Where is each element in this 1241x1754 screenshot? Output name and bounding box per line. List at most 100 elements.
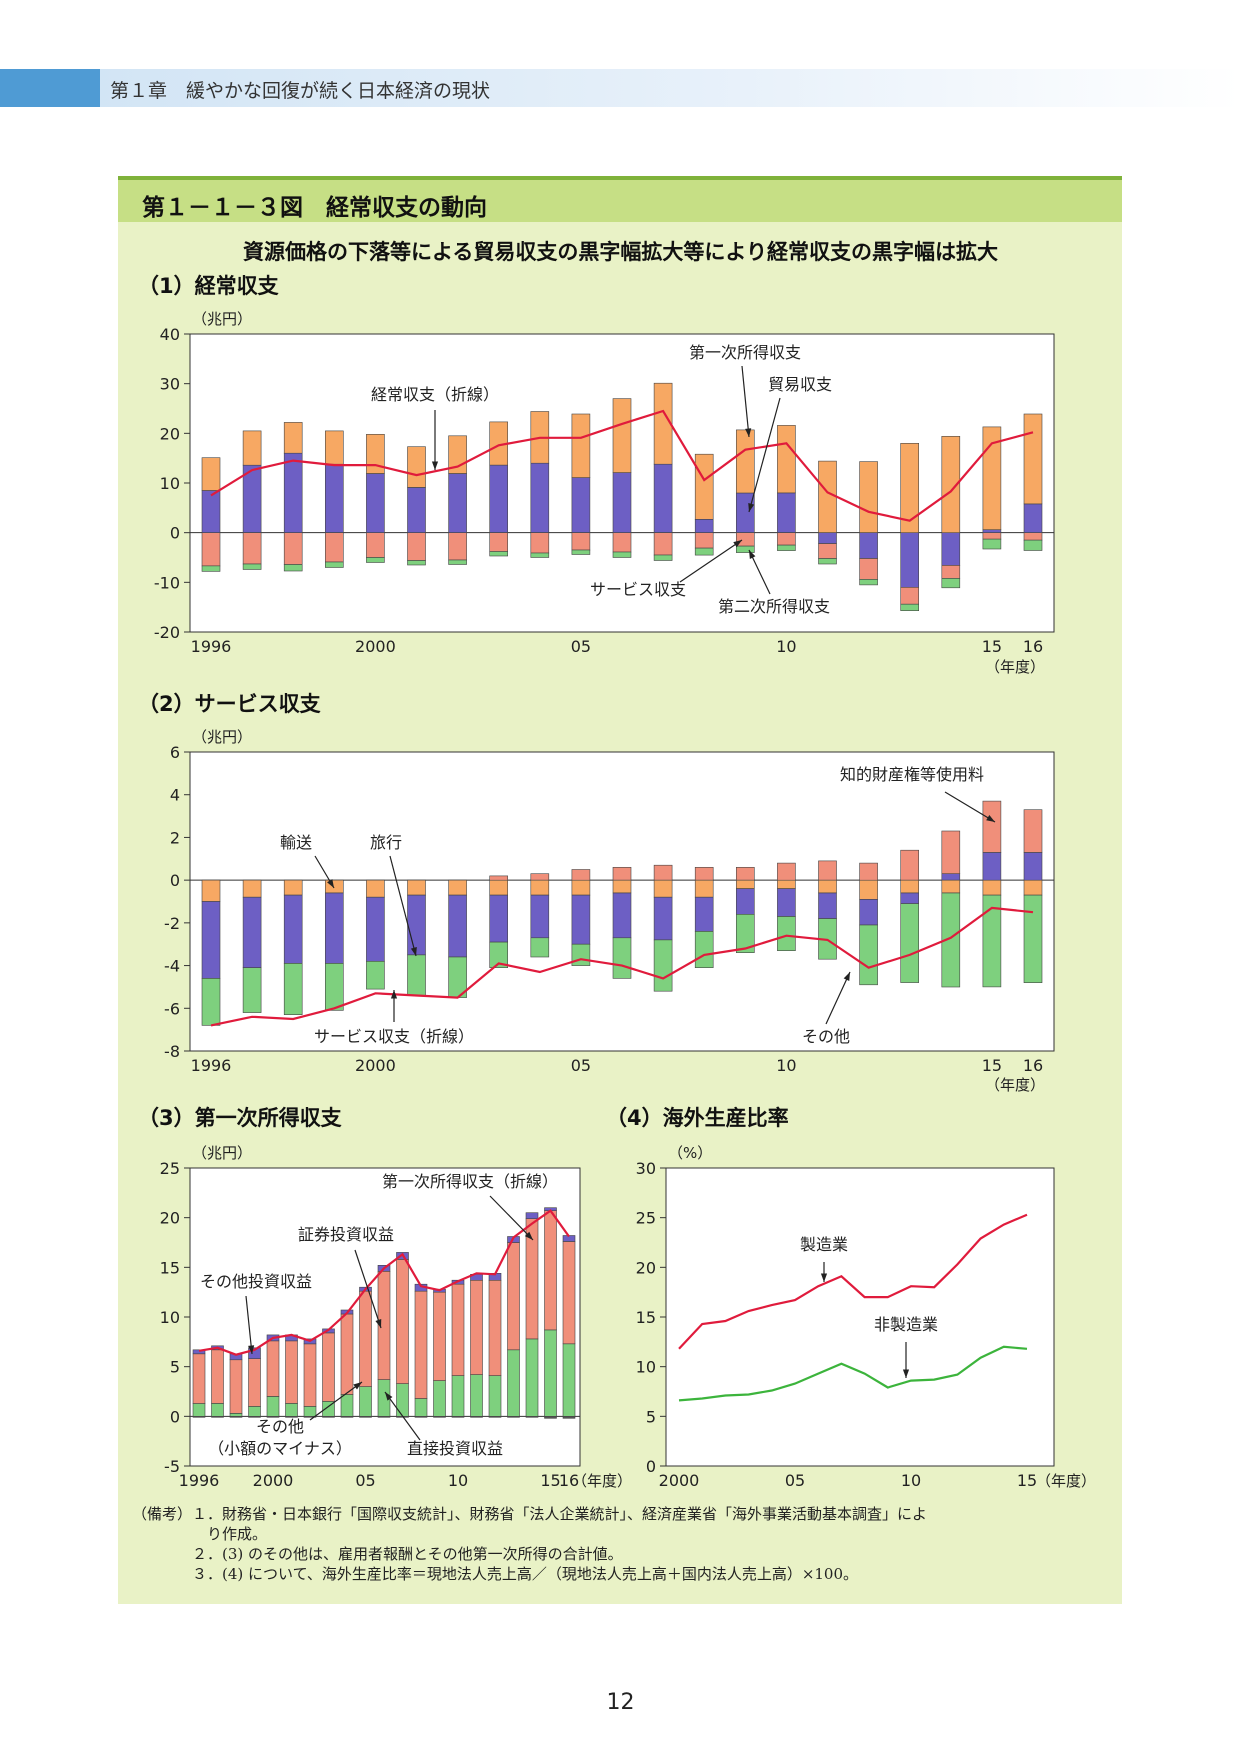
chart1-bar-貿易収支 bbox=[489, 464, 509, 533]
chart1-bar-サービス収支 bbox=[900, 586, 920, 605]
chart3-bar-直接投資収益 bbox=[211, 1403, 224, 1417]
chart2-bar-知的財産権等使用料 bbox=[941, 830, 961, 875]
chart1-bar-サービス収支 bbox=[982, 532, 1002, 540]
chart1-bar-貿易収支 bbox=[448, 473, 467, 534]
chart2-bar-知的財産権等使用料 bbox=[694, 866, 714, 881]
chart1-series-line-経常収支 bbox=[210, 409, 1034, 522]
chart2-bar-輸送 bbox=[859, 879, 878, 900]
chart2-bar-その他 bbox=[982, 894, 1002, 988]
chart1-arrow-current-head bbox=[431, 461, 439, 470]
chart2-bar-旅行 bbox=[818, 892, 837, 919]
chart2-bar-輸送 bbox=[242, 879, 262, 898]
chart2-arrow-other-head bbox=[843, 972, 850, 981]
chart2-y-tick-label: -4 bbox=[164, 957, 180, 976]
chart4-arrow-non-manufacturing-head bbox=[902, 1369, 910, 1378]
chart2-bar-知的財産権等使用料 bbox=[653, 864, 673, 881]
chart1-bar-第二次所得収支 bbox=[818, 558, 837, 565]
chart2-y-tick-label: -6 bbox=[164, 999, 180, 1018]
chart2-bar-知的財産権等使用料 bbox=[612, 866, 632, 881]
chart4-plot-area bbox=[665, 1167, 1055, 1467]
chart3-bar-その他 bbox=[229, 1416, 243, 1418]
chart4-x-unit: （年度） bbox=[1036, 1472, 1096, 1490]
chart1-bar-第一次所得収支 bbox=[653, 382, 673, 465]
chart3-annotation-portfolio: 証券投資収益 bbox=[298, 1225, 394, 1244]
chart2-x-tick-label: 15 bbox=[982, 1056, 1002, 1075]
chart1-annotation-secondary: 第二次所得収支 bbox=[718, 597, 830, 616]
chart2-y-tick-label: -8 bbox=[164, 1042, 180, 1061]
chart2-bar-その他 bbox=[735, 913, 755, 953]
chart3-bar-証券投資収益 bbox=[433, 1291, 446, 1381]
chart3-arrow-direct-line bbox=[384, 1391, 421, 1441]
chart3-arrow-other-line bbox=[309, 1381, 363, 1421]
chart3-y-tick-label: -5 bbox=[164, 1457, 180, 1476]
chart1-y-tick-label: 0 bbox=[170, 524, 180, 543]
chart1-bar-サービス収支 bbox=[366, 532, 385, 558]
figure-header: 第１－１－３図 経常収支の動向 bbox=[118, 176, 1122, 222]
chart1-annotation-services: サービス収支 bbox=[590, 580, 686, 599]
chart4-y-tick-label: 0 bbox=[646, 1457, 656, 1476]
chart3-bar-その他 bbox=[525, 1416, 539, 1418]
chart1-bar-第一次所得収支 bbox=[324, 430, 344, 465]
chart2-y-tick-label: 4 bbox=[170, 786, 180, 805]
chart3-y-tick-label: 10 bbox=[160, 1308, 180, 1327]
chart4-y-tick-label: 30 bbox=[636, 1159, 656, 1178]
chapter-color-block bbox=[0, 69, 100, 107]
chart3-bar-直接投資収益 bbox=[488, 1375, 502, 1417]
chart1-bar-第一次所得収支 bbox=[242, 430, 262, 466]
chart2-bar-輸送 bbox=[818, 879, 837, 894]
chart1-arrow-services-line bbox=[679, 539, 743, 583]
chart1-bar-第二次所得収支 bbox=[283, 564, 303, 572]
chart3-bar-証券投資収益 bbox=[266, 1340, 280, 1397]
chart1-bar-貿易収支 bbox=[859, 532, 878, 559]
chart1-bar-第一次所得収支 bbox=[571, 413, 591, 478]
chart1-bar-サービス収支 bbox=[242, 532, 262, 565]
chart2-x-tick-label: 1996 bbox=[191, 1056, 232, 1075]
chart3-bar-証券投資収益 bbox=[414, 1290, 428, 1399]
chart3-bar-証券投資収益 bbox=[470, 1279, 483, 1375]
chart3-bar-直接投資収益 bbox=[414, 1398, 428, 1417]
chart1-bar-サービス収支 bbox=[324, 532, 344, 563]
chart2-bar-旅行 bbox=[612, 892, 632, 939]
chart3-series-line-第一次所得収支 bbox=[198, 1209, 570, 1356]
chart3-bar-その他 bbox=[544, 1416, 557, 1419]
chart3-annotation-other: その他 bbox=[256, 1417, 304, 1436]
chart4-y-tick-label: 15 bbox=[636, 1308, 656, 1327]
chart2-bar-旅行 bbox=[201, 901, 221, 979]
chart2-x-unit: （年度） bbox=[985, 1076, 1045, 1094]
chart3-arrow-other-invest-head bbox=[248, 1345, 255, 1354]
chart3-bar-その他 bbox=[266, 1416, 280, 1418]
chart3-x-tick-label: 10 bbox=[448, 1471, 468, 1490]
chart2-bar-輸送 bbox=[448, 879, 467, 896]
chart1-bar-サービス収支 bbox=[407, 532, 426, 561]
chart3-arrow-primary-head bbox=[524, 1231, 533, 1240]
chart2-arrow-travel-line bbox=[389, 855, 417, 957]
chart1-bar-貿易収支 bbox=[324, 463, 344, 533]
chart2-bar-輸送 bbox=[283, 879, 303, 896]
chart2-bar-旅行 bbox=[242, 896, 262, 969]
chart1-bar-サービス収支 bbox=[283, 532, 303, 565]
chart2-arrow-ip-head bbox=[986, 815, 995, 822]
chart2-bar-その他 bbox=[571, 943, 591, 966]
chart2-y-tick-label: 6 bbox=[170, 743, 180, 762]
chart3-bar-証券投資収益 bbox=[544, 1210, 557, 1331]
chart3-annotation-direct: 直接投資収益 bbox=[407, 1439, 503, 1458]
section-title-primary-income: （3）第一次所得収支 bbox=[138, 1106, 342, 1130]
chart2-bar-知的財産権等使用料 bbox=[530, 873, 550, 881]
chart1-bar-第一次所得収支 bbox=[900, 442, 920, 533]
chart2-bar-旅行 bbox=[859, 899, 878, 926]
chart2-bar-その他 bbox=[694, 931, 714, 969]
chart1-bar-サービス収支 bbox=[489, 532, 509, 552]
chart3-bar-直接投資収益 bbox=[544, 1329, 557, 1417]
chart3-bar-その他 bbox=[414, 1416, 428, 1418]
note-line: ２．(3) のその他は、雇用者報酬とその他第一次所得の合計値。 bbox=[132, 1545, 623, 1563]
chart2-bar-輸送 bbox=[489, 879, 509, 896]
chart1-bar-サービス収支 bbox=[818, 543, 837, 559]
chart1-arrow-secondary-head bbox=[749, 550, 756, 559]
chart2-bar-その他 bbox=[653, 939, 673, 992]
chart1-unit-label: （兆円） bbox=[192, 310, 252, 328]
chart2-bar-その他 bbox=[1023, 894, 1043, 983]
chart2-bar-旅行 bbox=[324, 892, 344, 964]
chapter-title: 第１章 緩やかな回復が続く日本経済の現状 bbox=[110, 80, 491, 102]
chart1-bar-第二次所得収支 bbox=[941, 578, 961, 589]
chart2-bar-輸送 bbox=[1023, 879, 1043, 896]
